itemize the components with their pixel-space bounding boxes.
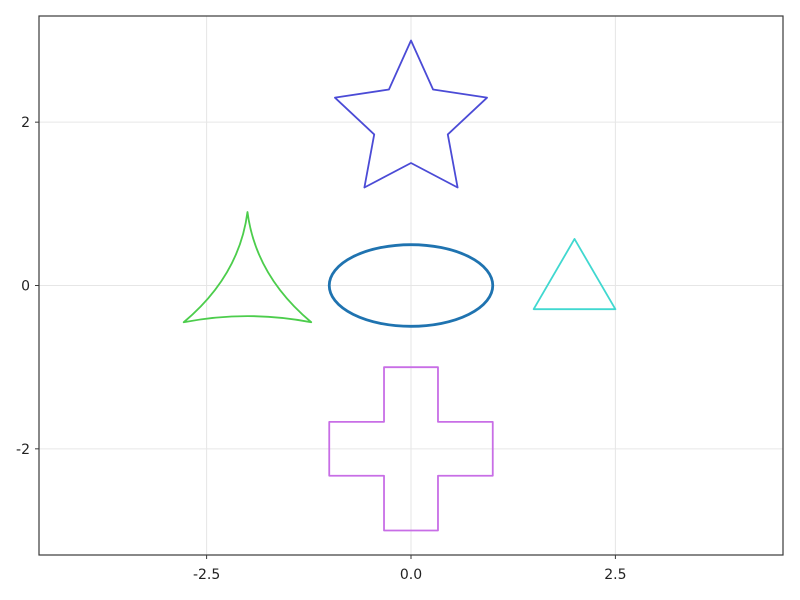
ticks: -2.5 0.0 2.5 -2 0 2 [16, 115, 626, 583]
cross-shape [328, 366, 494, 532]
curved-triangle-shape [182, 211, 313, 324]
x-tick-label: -2.5 [193, 567, 220, 583]
shapes [182, 39, 617, 532]
y-tick-label: -2 [16, 442, 30, 458]
ellipse-shape [327, 243, 495, 328]
grid [39, 16, 783, 555]
x-tick-label: 0.0 [400, 567, 422, 583]
y-tick-label: 2 [21, 115, 30, 131]
triangle-shape [532, 238, 617, 311]
x-tick-label: 2.5 [604, 567, 626, 583]
star-shape [334, 39, 488, 189]
y-tick-label: 0 [21, 279, 30, 295]
